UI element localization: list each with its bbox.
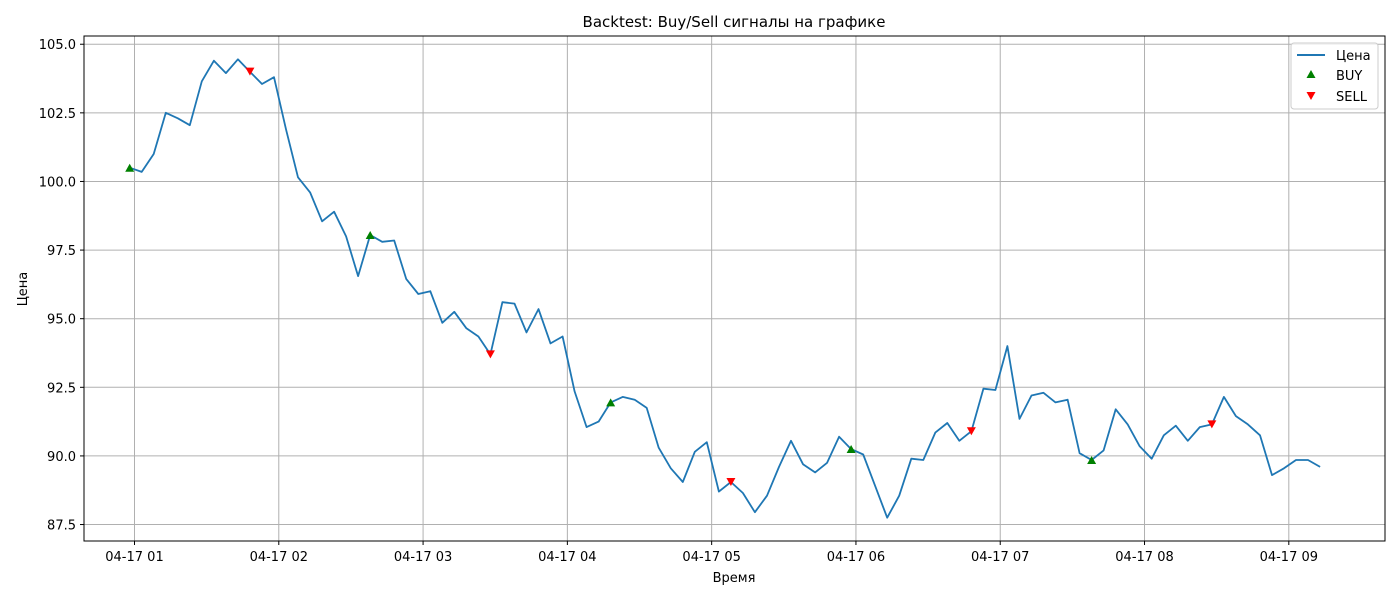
y-tick-label: 92.5 — [47, 381, 76, 396]
x-tick-label: 04-17 06 — [827, 550, 885, 565]
x-tick-label: 04-17 03 — [394, 550, 452, 565]
y-tick-label: 100.0 — [39, 175, 76, 190]
sell-signal-marker — [245, 67, 255, 76]
buy-signal-marker — [606, 398, 616, 407]
x-tick-label: 04-17 09 — [1260, 550, 1318, 565]
legend-label-buy: BUY — [1336, 69, 1362, 84]
x-tick-label: 04-17 01 — [105, 550, 163, 565]
y-tick-label: 90.0 — [47, 450, 76, 465]
legend-buy-triangle-icon — [1306, 70, 1316, 78]
buy-signal-marker — [365, 230, 375, 239]
axes-layer: 87.5 90.0 92.5 95.0 97.5 100.0 102.5 105.0 04-17… — [39, 38, 1318, 565]
legend-sell-triangle-icon — [1306, 92, 1316, 100]
legend-label-price: Цена — [1336, 49, 1371, 64]
plot-area-frame — [83, 35, 1386, 542]
y-axis-label: Цена — [16, 272, 31, 307]
y-tick-label: 95.0 — [47, 313, 76, 328]
sell-signal-marker — [1207, 420, 1217, 429]
legend-label-sell: SELL — [1336, 90, 1368, 105]
x-axis-label: Время — [713, 571, 756, 586]
sell-signal-marker — [726, 477, 736, 486]
sell-signal-marker — [966, 427, 976, 436]
y-tick-label: 105.0 — [39, 38, 76, 53]
buy-signal-marker — [125, 163, 135, 172]
x-tick-label: 04-17 04 — [538, 550, 596, 565]
sell-signal-marker — [485, 350, 495, 359]
buy-signal-marker — [846, 445, 856, 454]
x-tick-label: 04-17 02 — [250, 550, 308, 565]
legend: Цена BUY SELL — [1290, 42, 1379, 110]
y-tick-label: 102.5 — [39, 107, 76, 122]
x-tick-label: 04-17 07 — [971, 550, 1029, 565]
y-tick-label: 97.5 — [47, 244, 76, 259]
price-line — [129, 58, 1321, 519]
buy-signal-marker — [1087, 456, 1097, 465]
x-tick-label: 04-17 08 — [1115, 550, 1173, 565]
x-tick-label: 04-17 05 — [682, 550, 740, 565]
chart-title: Backtest: Buy/Sell сигналы на графике — [583, 13, 886, 31]
series-layer — [129, 58, 1321, 519]
marker-layer — [125, 67, 1217, 486]
y-tick-label: 87.5 — [47, 519, 76, 534]
